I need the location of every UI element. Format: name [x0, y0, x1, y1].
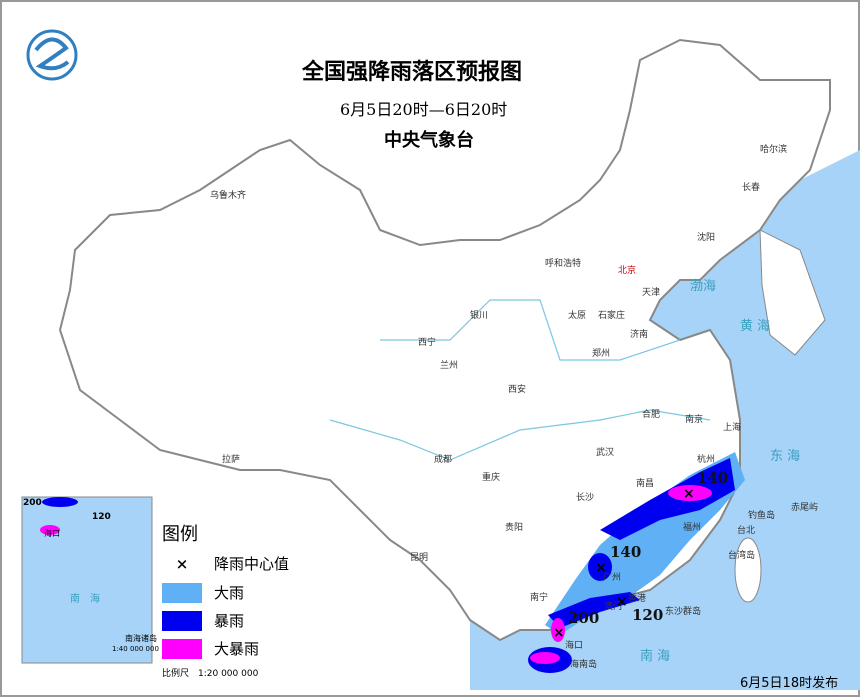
inset-haikou: 海口 — [44, 529, 60, 538]
svg-text:拉萨: 拉萨 — [222, 453, 240, 465]
legend-label: 降雨中心值 — [214, 555, 290, 573]
svg-text:南昌: 南昌 — [636, 477, 654, 489]
svg-text:黄 海: 黄 海 — [740, 319, 770, 334]
svg-text:郑州: 郑州 — [592, 347, 610, 359]
legend-swatch — [162, 610, 202, 631]
rain-center-markers: × × × × — [553, 486, 695, 641]
svg-text:×: × — [616, 594, 628, 610]
svg-text:140: 140 — [697, 469, 728, 487]
inset-sea-label: 南 海 — [70, 594, 100, 605]
svg-text:太原: 太原 — [568, 309, 586, 321]
svg-text:渤海: 渤海 — [690, 278, 716, 294]
svg-text:沈阳: 沈阳 — [697, 231, 715, 243]
release-time: 6月5日18时发布 — [740, 676, 839, 691]
inset-rain-hainan — [40, 525, 60, 535]
svg-text:哈尔滨: 哈尔滨 — [760, 143, 787, 155]
svg-text:东沙群岛: 东沙群岛 — [665, 605, 701, 617]
svg-text:台湾岛: 台湾岛 — [728, 549, 755, 561]
svg-text:杭州: 杭州 — [697, 453, 715, 465]
svg-text:石家庄: 石家庄 — [598, 309, 625, 321]
svg-text:武汉: 武汉 — [596, 446, 614, 458]
svg-text:上海: 上海 — [723, 421, 741, 433]
inset-value-200: 200 — [23, 498, 42, 508]
rain-heavy-rainstorm — [668, 485, 712, 501]
svg-text:海南岛: 海南岛 — [570, 658, 597, 670]
rain-rainstorm-coast — [548, 592, 640, 628]
svg-text:台北: 台北 — [737, 524, 755, 536]
svg-text:×: × — [553, 625, 565, 641]
svg-text:西宁: 西宁 — [418, 336, 436, 348]
legend-swatch — [162, 638, 202, 659]
svg-text:南宁: 南宁 — [530, 591, 548, 603]
legend-scale: 比例尺 1:20 000 000 — [162, 669, 259, 679]
svg-text:140: 140 — [610, 543, 641, 561]
svg-text:福州: 福州 — [683, 521, 701, 533]
legend-label: 大雨 — [214, 584, 245, 602]
legend-item-rainstorm: 暴雨 — [162, 610, 244, 631]
svg-text:香港: 香港 — [628, 592, 646, 604]
legend-label: 暴雨 — [214, 612, 245, 630]
svg-text:天津: 天津 — [642, 287, 660, 298]
inset-map — [21, 496, 153, 664]
svg-text:呼和浩特: 呼和浩特 — [545, 257, 581, 269]
rain-heavy-rainstorm-lz — [551, 618, 565, 642]
svg-text:广州: 广州 — [603, 571, 621, 583]
inset-scale: 1:40 000 000 — [112, 645, 159, 653]
svg-text:贵阳: 贵阳 — [505, 521, 523, 533]
svg-text:长春: 长春 — [742, 181, 760, 193]
yellow-river — [380, 299, 681, 361]
svg-text:济南: 济南 — [630, 328, 648, 340]
svg-text:合肥: 合肥 — [642, 408, 660, 420]
map-title: 全国强降雨落区预报图 — [302, 59, 523, 85]
svg-text:×: × — [683, 486, 695, 502]
yangtze-river — [329, 409, 711, 461]
legend-title: 图例 — [162, 524, 198, 545]
issuer: 中央气象台 — [384, 130, 474, 151]
inset-value-120: 120 — [92, 512, 111, 522]
cross-icon: × — [175, 554, 189, 573]
forecast-period: 6月5日20时—6日20时 — [340, 100, 508, 119]
sea-labels: 渤海黄 海东 海南 海 — [640, 278, 800, 664]
svg-text:海口: 海口 — [565, 639, 583, 651]
svg-text:澳门: 澳门 — [604, 600, 622, 612]
rain-rainstorm-gd — [588, 553, 612, 581]
svg-text:重庆: 重庆 — [482, 471, 500, 483]
svg-text:银川: 银川 — [470, 309, 488, 321]
svg-text:钓鱼岛: 钓鱼岛 — [748, 509, 775, 521]
hainan-rainstorm — [530, 652, 560, 664]
svg-text:×: × — [595, 560, 607, 576]
svg-text:乌鲁木齐: 乌鲁木齐 — [210, 189, 246, 201]
svg-text:东 海: 东 海 — [770, 449, 800, 464]
legend-swatch — [162, 582, 202, 603]
legend-item-heavy-rainstorm: 大暴雨 — [162, 638, 259, 659]
legend-item-heavy-rain: 大雨 — [162, 582, 244, 603]
svg-text:120: 120 — [632, 606, 663, 624]
rain-center-values: 140 140 120 200 — [568, 469, 728, 627]
legend-item-center: × 降雨中心值 — [162, 553, 289, 574]
logo-icon — [26, 29, 78, 81]
svg-text:赤尾屿: 赤尾屿 — [791, 502, 818, 513]
svg-text:西安: 西安 — [508, 383, 526, 395]
svg-text:昆明: 昆明 — [410, 552, 428, 563]
svg-text:南 海: 南 海 — [640, 648, 670, 664]
korea-landmass — [759, 229, 826, 356]
svg-text:北京: 北京 — [618, 264, 636, 276]
inset-rain — [42, 497, 78, 507]
taiwan-island — [734, 537, 762, 603]
inset-title: 南海诸岛 — [125, 634, 157, 643]
svg-text:南京: 南京 — [685, 413, 703, 425]
svg-text:兰州: 兰州 — [440, 359, 458, 371]
legend-label: 大暴雨 — [214, 640, 260, 658]
rain-rainstorm — [600, 458, 735, 540]
svg-text:200: 200 — [568, 609, 599, 627]
svg-text:成都: 成都 — [434, 453, 452, 465]
svg-text:长沙: 长沙 — [576, 491, 594, 503]
